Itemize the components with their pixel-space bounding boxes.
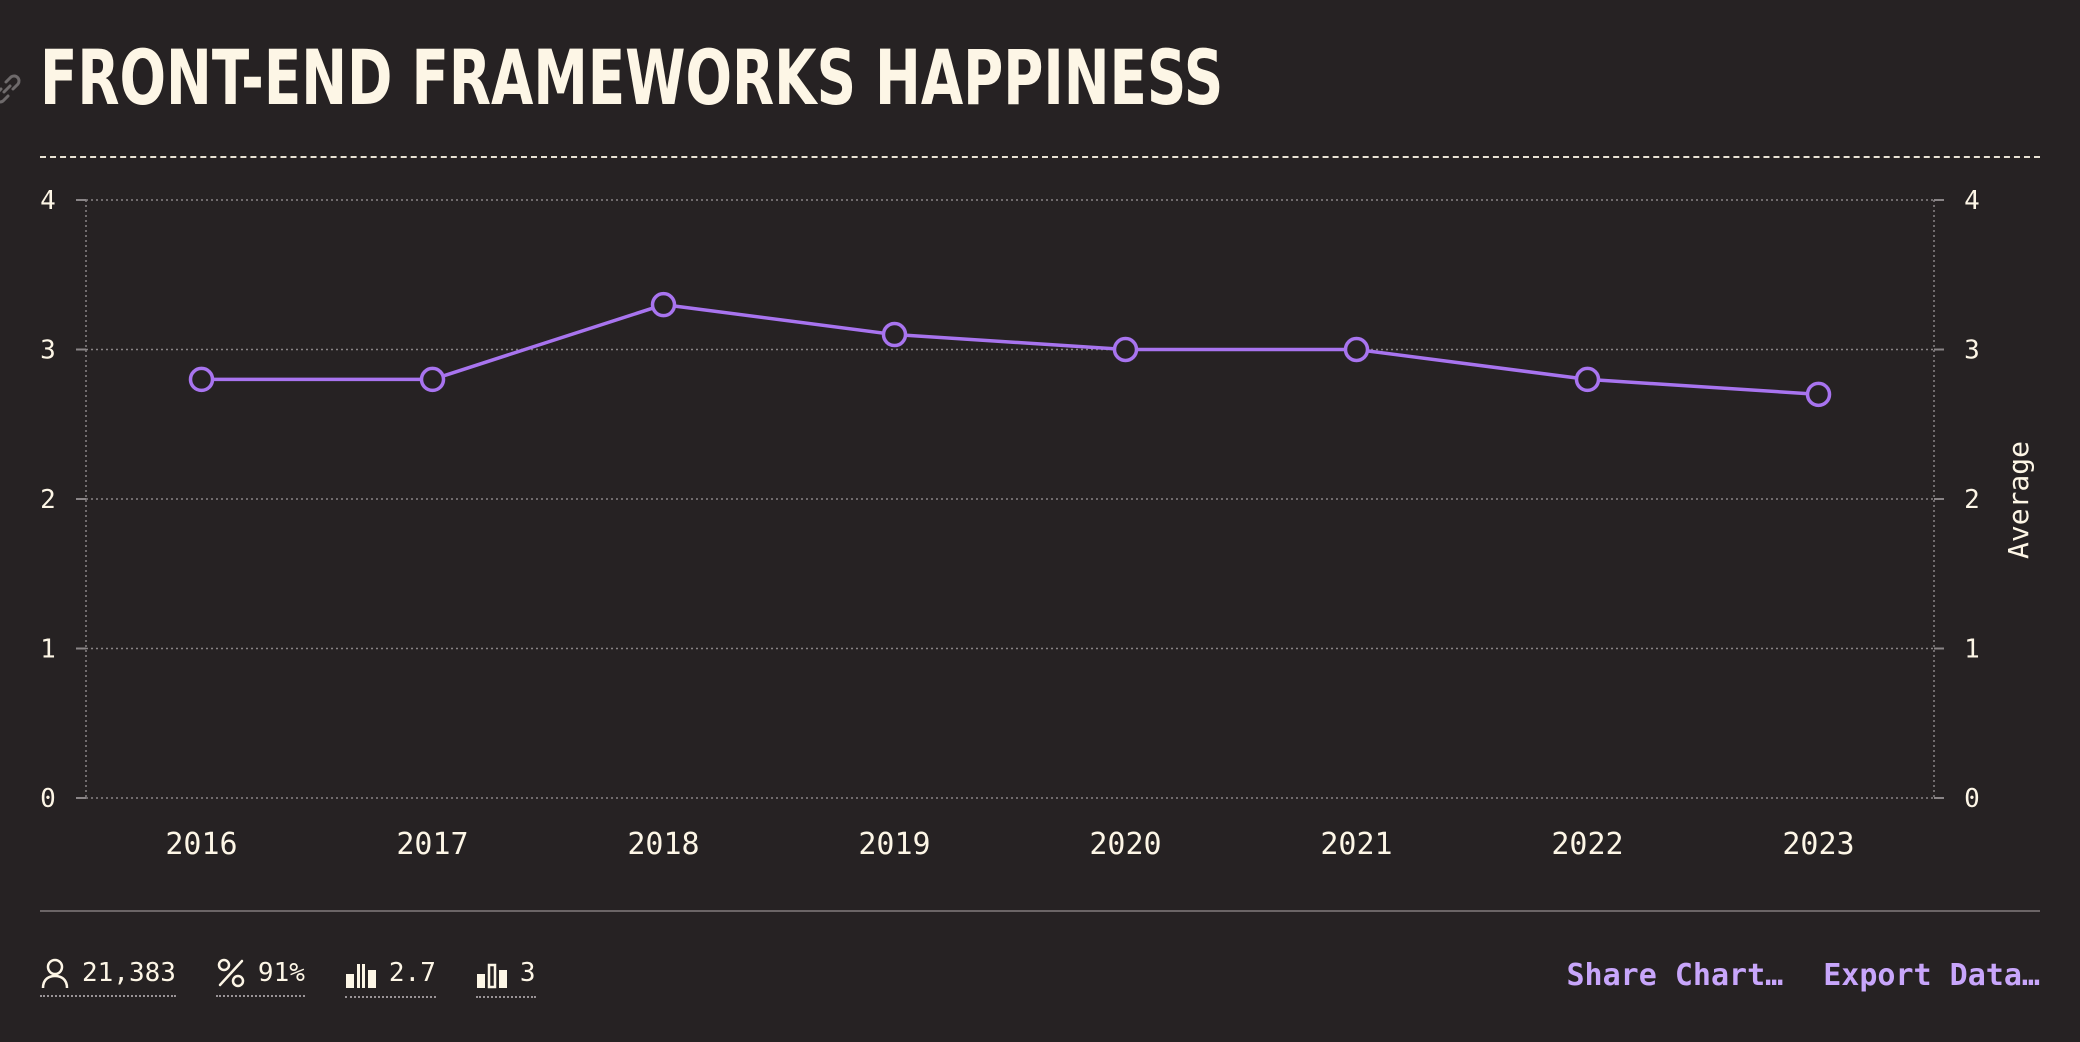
export-data-button[interactable]: Export Data… (1823, 958, 2040, 993)
title-divider (40, 156, 2040, 158)
respondents-count: 21,383 (82, 958, 176, 988)
data-point (1805, 381, 1832, 408)
x-tick-label: 2018 (627, 827, 699, 862)
stat-respondents[interactable]: 21,383 (40, 957, 176, 997)
x-tick-label: 2017 (396, 827, 468, 862)
data-point (188, 366, 215, 393)
data-point (881, 321, 908, 348)
percent-icon (217, 958, 245, 988)
stat-average[interactable]: 2.7 (344, 956, 436, 998)
percent-value: 91% (257, 958, 305, 988)
y-tick-label-left: 2 (40, 485, 56, 515)
x-tick-label: 2016 (165, 827, 237, 862)
y-tick-label-right: 3 (1964, 336, 1980, 366)
y-tick-label-right: 4 (1964, 186, 1980, 216)
median-icon (476, 963, 507, 989)
data-point (1574, 366, 1601, 393)
x-tick-label: 2023 (1782, 827, 1854, 862)
stat-median[interactable]: 3 (475, 956, 536, 998)
stats-bar: 21,383 91% 2.7 3 (40, 956, 576, 998)
data-point (1343, 336, 1370, 363)
x-tick-label: 2019 (858, 827, 930, 862)
y-tick-label-left: 0 (40, 784, 56, 814)
data-point (419, 366, 446, 393)
footer-divider (40, 910, 2040, 912)
y-tick-label-left: 3 (40, 336, 56, 366)
x-tick-label: 2021 (1320, 827, 1392, 862)
x-tick-label: 2020 (1089, 827, 1161, 862)
line-chart: 0 0 1 1 2 2 3 3 4 4 2016 2017 2018 2019 2020 2021 2022 20… (40, 186, 2035, 862)
median-value: 3 (519, 958, 536, 988)
y-tick-label-left: 4 (40, 186, 56, 216)
y-tick-label-right: 0 (1964, 784, 1980, 814)
data-point (650, 291, 677, 318)
y-tick-label-right: 1 (1964, 635, 1980, 665)
chart-actions: Share Chart… Export Data… (1567, 958, 2041, 993)
y-axis-label-right: Average (2002, 441, 2035, 559)
average-icon (345, 957, 376, 988)
series-line (201, 302, 1819, 397)
average-value: 2.7 (388, 958, 436, 988)
data-point (1112, 336, 1139, 363)
x-tick-label: 2022 (1551, 827, 1623, 862)
y-tick-label-right: 2 (1964, 485, 1980, 515)
chart-title: FRONT-END FRAMEWORKS HAPPINESS (40, 33, 1224, 122)
y-tick-label-left: 1 (40, 635, 56, 665)
stat-percent[interactable]: 91% (215, 957, 305, 997)
respondents-icon (41, 958, 69, 989)
link-icon[interactable] (0, 72, 24, 106)
share-chart-button[interactable]: Share Chart… (1566, 958, 1784, 993)
